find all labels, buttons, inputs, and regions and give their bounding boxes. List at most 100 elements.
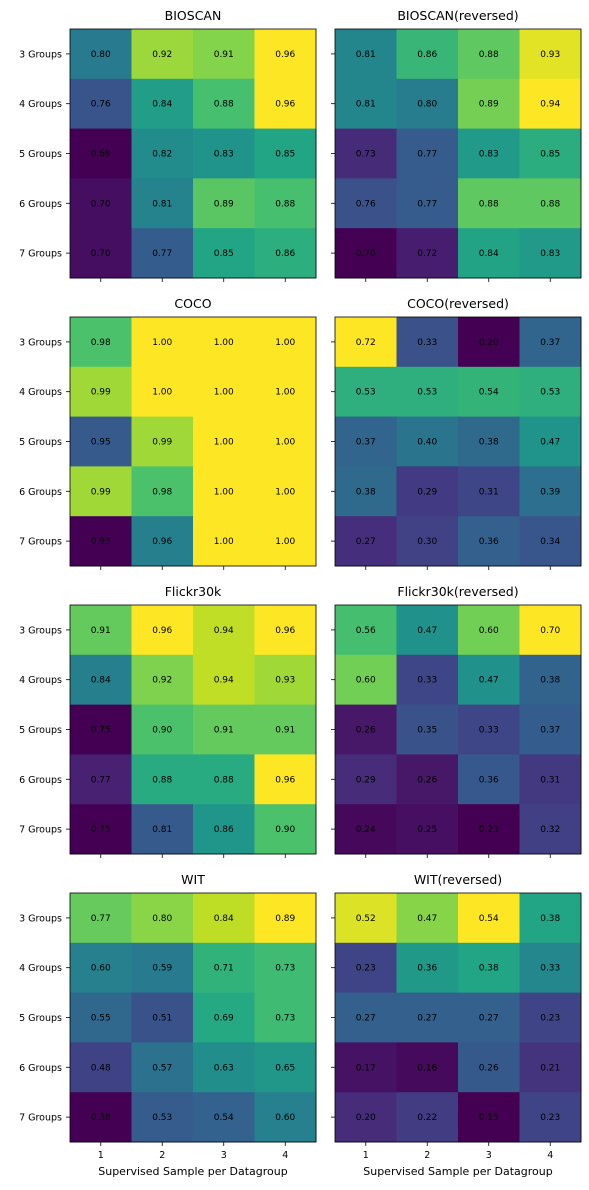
x-axis-label: Supervised Sample per Datagroup [363, 1165, 553, 1178]
cell-value-label: 1.00 [275, 438, 295, 448]
heatmap-cell [396, 29, 459, 80]
heatmap-cell [458, 942, 520, 994]
x-tick-label: 2 [159, 1150, 165, 1161]
cell-value-label: 0.96 [152, 626, 172, 636]
heatmap-cell [458, 704, 520, 755]
heatmap-cell [70, 317, 132, 368]
cell-value-label: 0.53 [152, 1113, 172, 1123]
heatmap-cell [335, 605, 397, 656]
heatmap-cell [193, 466, 255, 517]
cell-value-label: 0.84 [479, 249, 499, 259]
panel-title: BIOSCAN(reversed) [397, 8, 518, 23]
y-tick-label: 5 Groups [19, 437, 62, 448]
cell-value-label: 0.73 [275, 964, 295, 974]
heatmap-cell [519, 704, 582, 755]
cell-value-label: 0.54 [214, 1113, 234, 1123]
heatmap-cell [396, 228, 459, 279]
heatmap-cell [254, 416, 317, 467]
cell-value-label: 0.60 [479, 626, 499, 636]
cell-value-label: 0.47 [479, 676, 499, 686]
cell-value-label: 0.96 [275, 775, 295, 785]
y-tick-label: 4 Groups [19, 963, 62, 974]
heatmap-cell [396, 605, 459, 656]
heatmap-panel: 0.72 0.33 0.20 0.37 0.53 0.53 0.54 0.53 0.37 0.40… [331, 296, 582, 570]
heatmap-cell [70, 78, 132, 130]
heatmap-cell [519, 1042, 582, 1093]
y-tick-label: 7 Groups [19, 537, 62, 548]
heatmap-cell [396, 78, 459, 130]
heatmap-cell [519, 228, 582, 279]
heatmap-cell [254, 366, 317, 418]
cell-value-label: 0.15 [479, 1113, 499, 1123]
cell-value-label: 0.80 [152, 914, 172, 924]
heatmap-cell [131, 317, 194, 368]
cell-value-label: 0.85 [540, 150, 560, 160]
heatmap-cell [70, 942, 132, 994]
x-tick-label: 4 [282, 1150, 288, 1161]
heatmap-cell [131, 1092, 194, 1143]
y-tick-label: 6 Groups [19, 775, 62, 786]
cell-value-label: 0.17 [356, 1063, 376, 1073]
x-tick-label: 3 [486, 1150, 492, 1161]
cell-value-label: 0.71 [214, 964, 234, 974]
cell-value-label: 0.95 [91, 438, 111, 448]
heatmap-cell [519, 366, 582, 418]
heatmap-cell [396, 893, 459, 944]
heatmap-cell [335, 942, 397, 994]
heatmap-cell [70, 516, 132, 567]
cell-value-label: 0.86 [275, 249, 295, 259]
heatmap-cell [396, 992, 459, 1043]
y-tick-label: 5 Groups [19, 149, 62, 160]
heatmap-cell [519, 516, 582, 567]
cell-value-label: 0.96 [275, 100, 295, 110]
heatmap-cell [335, 366, 397, 418]
cell-value-label: 0.48 [91, 1063, 111, 1073]
cell-value-label: 0.89 [479, 100, 499, 110]
cell-value-label: 0.47 [540, 438, 560, 448]
y-tick-label: 4 Groups [19, 675, 62, 686]
cell-value-label: 0.38 [479, 438, 499, 448]
heatmap-cell [335, 128, 397, 179]
heatmap-cell [254, 804, 317, 855]
cell-value-label: 0.53 [356, 388, 376, 398]
heatmap-cell [70, 416, 132, 467]
heatmap-cell [335, 516, 397, 567]
heatmap-panel: 0.98 1.00 1.00 1.00 0.99 1.00 1.00 1.00 0.95 0.99… [19, 296, 317, 570]
cell-value-label: 0.23 [479, 825, 499, 835]
heatmap-cell [193, 654, 255, 706]
heatmap-cell [70, 804, 132, 855]
cell-value-label: 0.84 [91, 676, 111, 686]
cell-value-label: 0.36 [417, 964, 437, 974]
cell-value-label: 0.24 [356, 825, 376, 835]
heatmap-cell [335, 754, 397, 805]
cell-value-label: 0.88 [214, 100, 234, 110]
heatmap-cell [519, 992, 582, 1043]
heatmap-cell [131, 992, 194, 1043]
heatmap-cell [131, 893, 194, 944]
panel-title: WIT(reversed) [414, 872, 502, 887]
cell-value-label: 0.84 [214, 914, 234, 924]
cell-value-label: 0.70 [91, 249, 111, 259]
heatmap-cell [254, 654, 317, 706]
cell-value-label: 0.89 [214, 199, 234, 209]
x-tick-label: 1 [98, 1150, 104, 1161]
cell-value-label: 0.80 [417, 100, 437, 110]
cell-value-label: 0.54 [479, 388, 499, 398]
heatmap-cell [254, 29, 317, 80]
heatmap-cell [396, 317, 459, 368]
heatmap-cell [70, 704, 132, 755]
cell-value-label: 0.90 [152, 726, 172, 736]
heatmap-cell [335, 29, 397, 80]
cell-value-label: 1.00 [152, 338, 172, 348]
heatmap-cell [335, 992, 397, 1043]
cell-value-label: 0.60 [91, 964, 111, 974]
heatmap-cell [193, 29, 255, 80]
cell-value-label: 0.91 [214, 726, 234, 736]
cell-value-label: 0.75 [91, 726, 111, 736]
heatmap-cell [519, 78, 582, 130]
panel-title: Flickr30k(reversed) [397, 584, 518, 599]
heatmap-cell [335, 466, 397, 517]
heatmap-panel: 0.77 0.80 0.84 0.89 0.60 0.59 0.71 0.73 0.55 0.51… [19, 872, 317, 1178]
cell-value-label: 0.47 [417, 626, 437, 636]
panel-title: BIOSCAN [165, 8, 222, 23]
